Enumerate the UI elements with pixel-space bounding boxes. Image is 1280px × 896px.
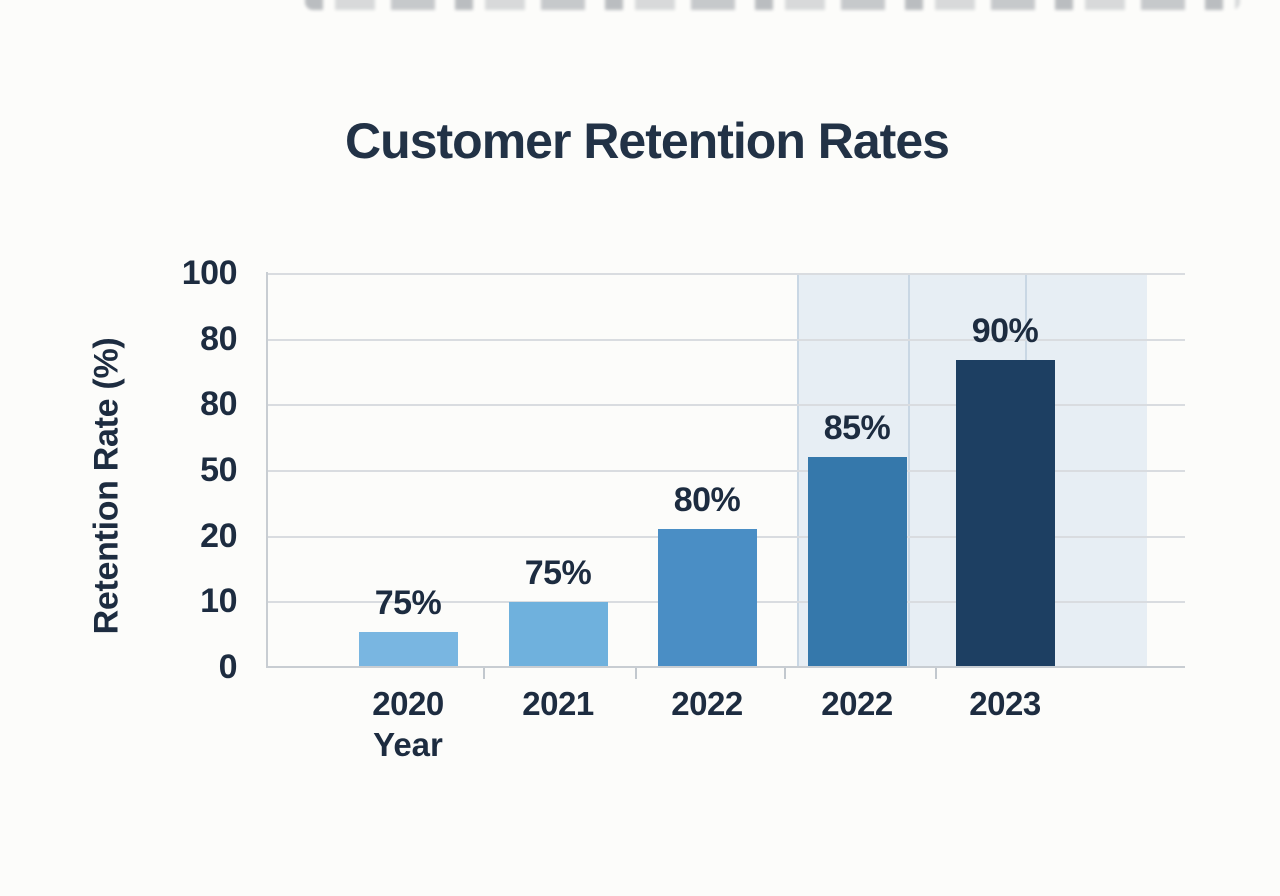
gridline-h <box>267 470 1185 472</box>
chart-title: Customer Retention Rates <box>345 113 950 169</box>
bar: 75% <box>358 584 458 666</box>
y-tick-label: 80 <box>200 385 237 423</box>
x-axis-line <box>267 666 1185 668</box>
bar: 75% <box>508 554 608 666</box>
y-tick-label: 50 <box>200 451 237 489</box>
x-tick-label: 2020 <box>372 685 444 722</box>
x-axis-title: Year <box>373 726 443 763</box>
y-tick-label: 10 <box>200 582 237 620</box>
gridline-h <box>267 273 1185 275</box>
bar-value-label: 90% <box>971 312 1039 350</box>
gridline-h <box>267 339 1185 341</box>
y-tick-label: 20 <box>200 517 237 555</box>
bar-value-label: 75% <box>524 554 592 592</box>
x-tick-label: 2022 <box>671 685 743 722</box>
x-tick-label: 2022 <box>821 685 893 722</box>
bar-value-label: 80% <box>673 481 741 519</box>
bar-value-label: 85% <box>823 409 891 447</box>
y-tick-label: 0 <box>218 648 238 686</box>
x-tick-mark <box>635 668 637 679</box>
bar: 80% <box>657 481 757 666</box>
gridline-h <box>267 404 1185 406</box>
bar-value-label: 75% <box>374 584 442 622</box>
y-axis-line <box>266 272 268 668</box>
plot-area: 100 80 80 50 20 10 0 75% 2020 75% 2021 80% 2022 85% 20… <box>182 254 1185 763</box>
bar: 90% <box>955 312 1055 666</box>
y-tick-label: 100 <box>181 254 238 292</box>
bar: 85% <box>807 409 907 666</box>
y-tick-label: 80 <box>200 320 237 358</box>
x-tick-mark <box>483 668 485 679</box>
x-tick-label: 2021 <box>522 685 594 722</box>
x-tick-mark <box>784 668 786 679</box>
top-edge-artifact <box>305 0 1240 10</box>
x-tick-mark <box>935 668 937 679</box>
x-tick-label: 2023 <box>969 685 1041 722</box>
